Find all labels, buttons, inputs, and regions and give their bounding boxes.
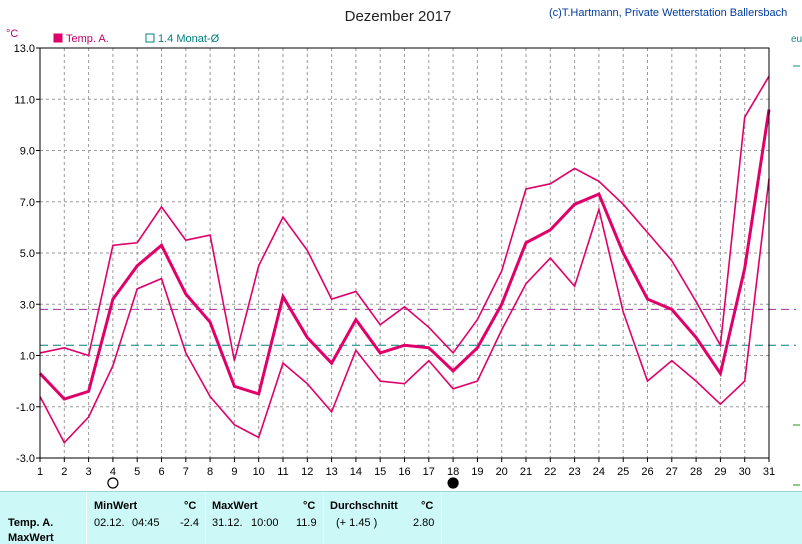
x-tick-label: 25 [617, 466, 629, 478]
legend-swatch-month-avg [145, 33, 155, 43]
x-tick-label: 22 [544, 466, 556, 478]
max-value: 11.9 [296, 517, 317, 529]
chart-title: Dezember 2017 [345, 8, 452, 25]
x-tick-label: 1 [37, 466, 43, 478]
x-tick-label: 17 [423, 466, 435, 478]
min-time: 04:45 [132, 517, 160, 529]
x-tick-label: 31 [763, 466, 775, 478]
y-tick-label: -3.0 [16, 453, 35, 465]
min-header: MinWert [94, 500, 138, 512]
legend-swatch-temp [53, 33, 63, 43]
x-tick-label: 21 [520, 466, 532, 478]
x-tick-label: 19 [471, 466, 483, 478]
x-tick-label: 24 [593, 466, 605, 478]
panel-separator [205, 492, 206, 544]
max-unit: °C [303, 500, 316, 512]
x-tick-label: 30 [739, 466, 751, 478]
series-line-mean [38, 109, 771, 401]
min-date: 02.12. [94, 517, 125, 529]
x-tick-label: 16 [398, 466, 410, 478]
panel-separator [323, 492, 324, 544]
y-tick-label: 1.0 [20, 351, 35, 363]
x-tick-label: 3 [86, 466, 92, 478]
legend-label-temp: Temp. A. [66, 33, 109, 45]
x-tick-label: 13 [325, 466, 337, 478]
stats-row-label: Temp. A. [8, 517, 54, 529]
y-unit-label: °C [6, 28, 18, 40]
y-tick-label: 7.0 [20, 197, 35, 209]
x-tick-label: 28 [690, 466, 702, 478]
stats-row-label-2: MaxWert [8, 532, 54, 544]
x-tick-label: 20 [496, 466, 508, 478]
x-tick-label: 9 [231, 466, 237, 478]
x-tick-label: 18 [447, 466, 459, 478]
y-tick-label: 9.0 [20, 146, 35, 158]
min-value: -2.4 [180, 517, 199, 529]
panel-separator [441, 492, 442, 544]
x-tick-label: 8 [207, 466, 213, 478]
y-tick-label: 13.0 [14, 43, 35, 55]
max-header: MaxWert [212, 500, 258, 512]
max-time: 10:00 [251, 517, 279, 529]
x-tick-label: 2 [61, 466, 67, 478]
temperature-chart: Dezember 2017 (c)T.Hartmann, Private Wet… [6, 7, 802, 489]
y-tick-label: 11.0 [14, 94, 35, 106]
x-tick-label: 5 [134, 466, 140, 478]
x-tick-label: 27 [666, 466, 678, 478]
x-tick-label: 4 [110, 466, 116, 478]
y-tick-label: 5.0 [20, 248, 35, 260]
avg-delta: (+ 1.45 ) [336, 517, 378, 529]
x-tick-label: 15 [374, 466, 386, 478]
series-line-min [39, 178, 770, 444]
series-line-max [39, 75, 770, 361]
y-tick-label: 3.0 [20, 299, 35, 311]
x-tick-label: 6 [158, 466, 164, 478]
x-tick-label: 7 [183, 466, 189, 478]
right-edge-text: eu [791, 34, 802, 45]
x-tick-label: 12 [301, 466, 313, 478]
x-tick-label: 11 [277, 466, 288, 478]
y-tick-label: -1.0 [16, 402, 35, 414]
panel-separator [86, 492, 87, 544]
min-unit: °C [184, 500, 197, 512]
credit-text: (c)T.Hartmann, Private Wetterstation Bal… [549, 7, 787, 19]
legend-label-month-avg: 1.4 Monat-Ø [158, 33, 220, 45]
avg-header: Durchschnitt [330, 500, 398, 512]
stats-panel: Temp. A. MaxWert MinWert °C 02.12. 04:45… [0, 491, 802, 544]
x-tick-label: 10 [253, 466, 265, 478]
plot-frame [39, 47, 770, 459]
x-tick-label: 14 [350, 466, 362, 478]
max-date: 31.12. [212, 517, 243, 529]
x-tick-label: 29 [714, 466, 726, 478]
x-tick-label: 26 [641, 466, 653, 478]
avg-unit: °C [421, 500, 434, 512]
avg-value: 2.80 [413, 517, 435, 529]
x-tick-label: 23 [568, 466, 580, 478]
full-moon-marker [107, 477, 119, 489]
new-moon-marker [447, 477, 459, 489]
